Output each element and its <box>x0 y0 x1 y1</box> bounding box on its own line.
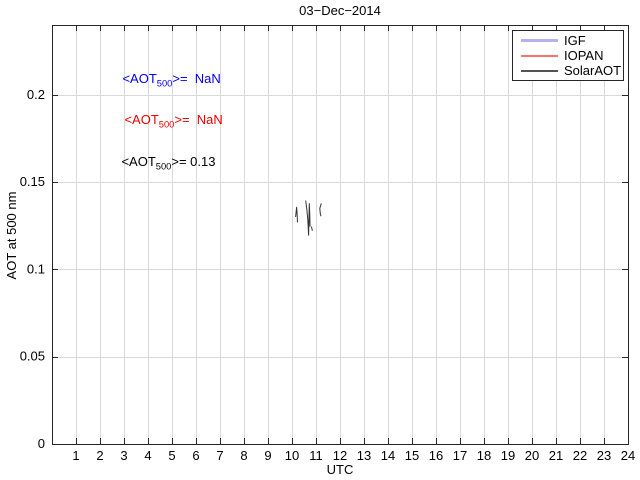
x-tick-label: 10 <box>285 448 299 463</box>
x-tick-label: 1 <box>72 448 79 463</box>
series-solaraot <box>310 226 313 231</box>
x-tick-label: 19 <box>501 448 515 463</box>
annotation-subscript: 500 <box>158 119 175 130</box>
legend-label-igf: IGF <box>564 33 586 48</box>
x-tick-label: 24 <box>621 448 635 463</box>
x-tick-label: 4 <box>144 448 151 463</box>
annotation-text: <AOT <box>122 71 157 86</box>
series-solaraot <box>319 203 322 217</box>
legend-entry-solaraot: SolarAOT <box>513 63 623 78</box>
legend-entry-igf: IGF <box>513 33 623 48</box>
legend-label-solaraot: SolarAOT <box>564 63 622 78</box>
y-tick-label: 0.1 <box>27 261 45 276</box>
axes-box <box>52 25 629 445</box>
series-solaraot <box>295 206 298 223</box>
x-tick-label: 3 <box>120 448 127 463</box>
series-solaraot <box>305 200 311 236</box>
y-tick-label: 0.2 <box>27 87 45 102</box>
x-tick-label: 21 <box>549 448 563 463</box>
x-tick-label: 22 <box>573 448 587 463</box>
annotation-value: >= NaN <box>172 71 221 86</box>
annotation-subscript: 500 <box>156 78 173 89</box>
legend-line-sample-solaraot <box>521 69 558 72</box>
x-tick-label: 7 <box>216 448 223 463</box>
x-tick-label: 6 <box>192 448 199 463</box>
x-tick-label: 15 <box>405 448 419 463</box>
legend-line-sample-igf <box>521 39 558 42</box>
y-tick-label: 0.15 <box>20 174 45 189</box>
x-tick-label: 12 <box>333 448 347 463</box>
annotation-text: <AOT <box>121 154 156 169</box>
y-tick-label: 0.05 <box>20 349 45 364</box>
annotation-value: >= NaN <box>174 112 223 127</box>
legend: IGF IOPAN SolarAOT <box>512 30 624 81</box>
x-tick-label: 5 <box>168 448 175 463</box>
annotation-igf-mean: <AOT500>= NaN <box>108 56 221 104</box>
x-tick-label: 20 <box>525 448 539 463</box>
legend-line-sample-iopan <box>521 54 558 57</box>
x-tick-label: 8 <box>240 448 247 463</box>
annotation-text: <AOT <box>124 112 159 127</box>
x-tick-label: 11 <box>309 448 323 463</box>
legend-entry-iopan: IOPAN <box>513 48 623 63</box>
annotation-subscript: 500 <box>155 161 172 172</box>
y-tick-label: 0 <box>38 436 45 451</box>
x-tick-label: 2 <box>96 448 103 463</box>
annotation-iopan-mean: <AOT500>= NaN <box>110 97 223 145</box>
annotation-solaraot-mean: <AOT500>= 0.13 <box>107 139 215 187</box>
x-tick-label: 18 <box>477 448 491 463</box>
x-tick-label: 14 <box>381 448 395 463</box>
legend-label-iopan: IOPAN <box>564 48 604 63</box>
x-tick-label: 23 <box>597 448 611 463</box>
x-tick-label: 16 <box>429 448 443 463</box>
x-axis-label: UTC <box>326 462 354 477</box>
x-tick-label: 13 <box>357 448 371 463</box>
annotation-value: >= 0.13 <box>171 154 216 169</box>
x-tick-label: 17 <box>453 448 467 463</box>
y-axis-label: AOT at 500 nm <box>4 191 19 280</box>
x-tick-label: 9 <box>264 448 271 463</box>
chart-title: 03−Dec−2014 <box>299 3 381 18</box>
